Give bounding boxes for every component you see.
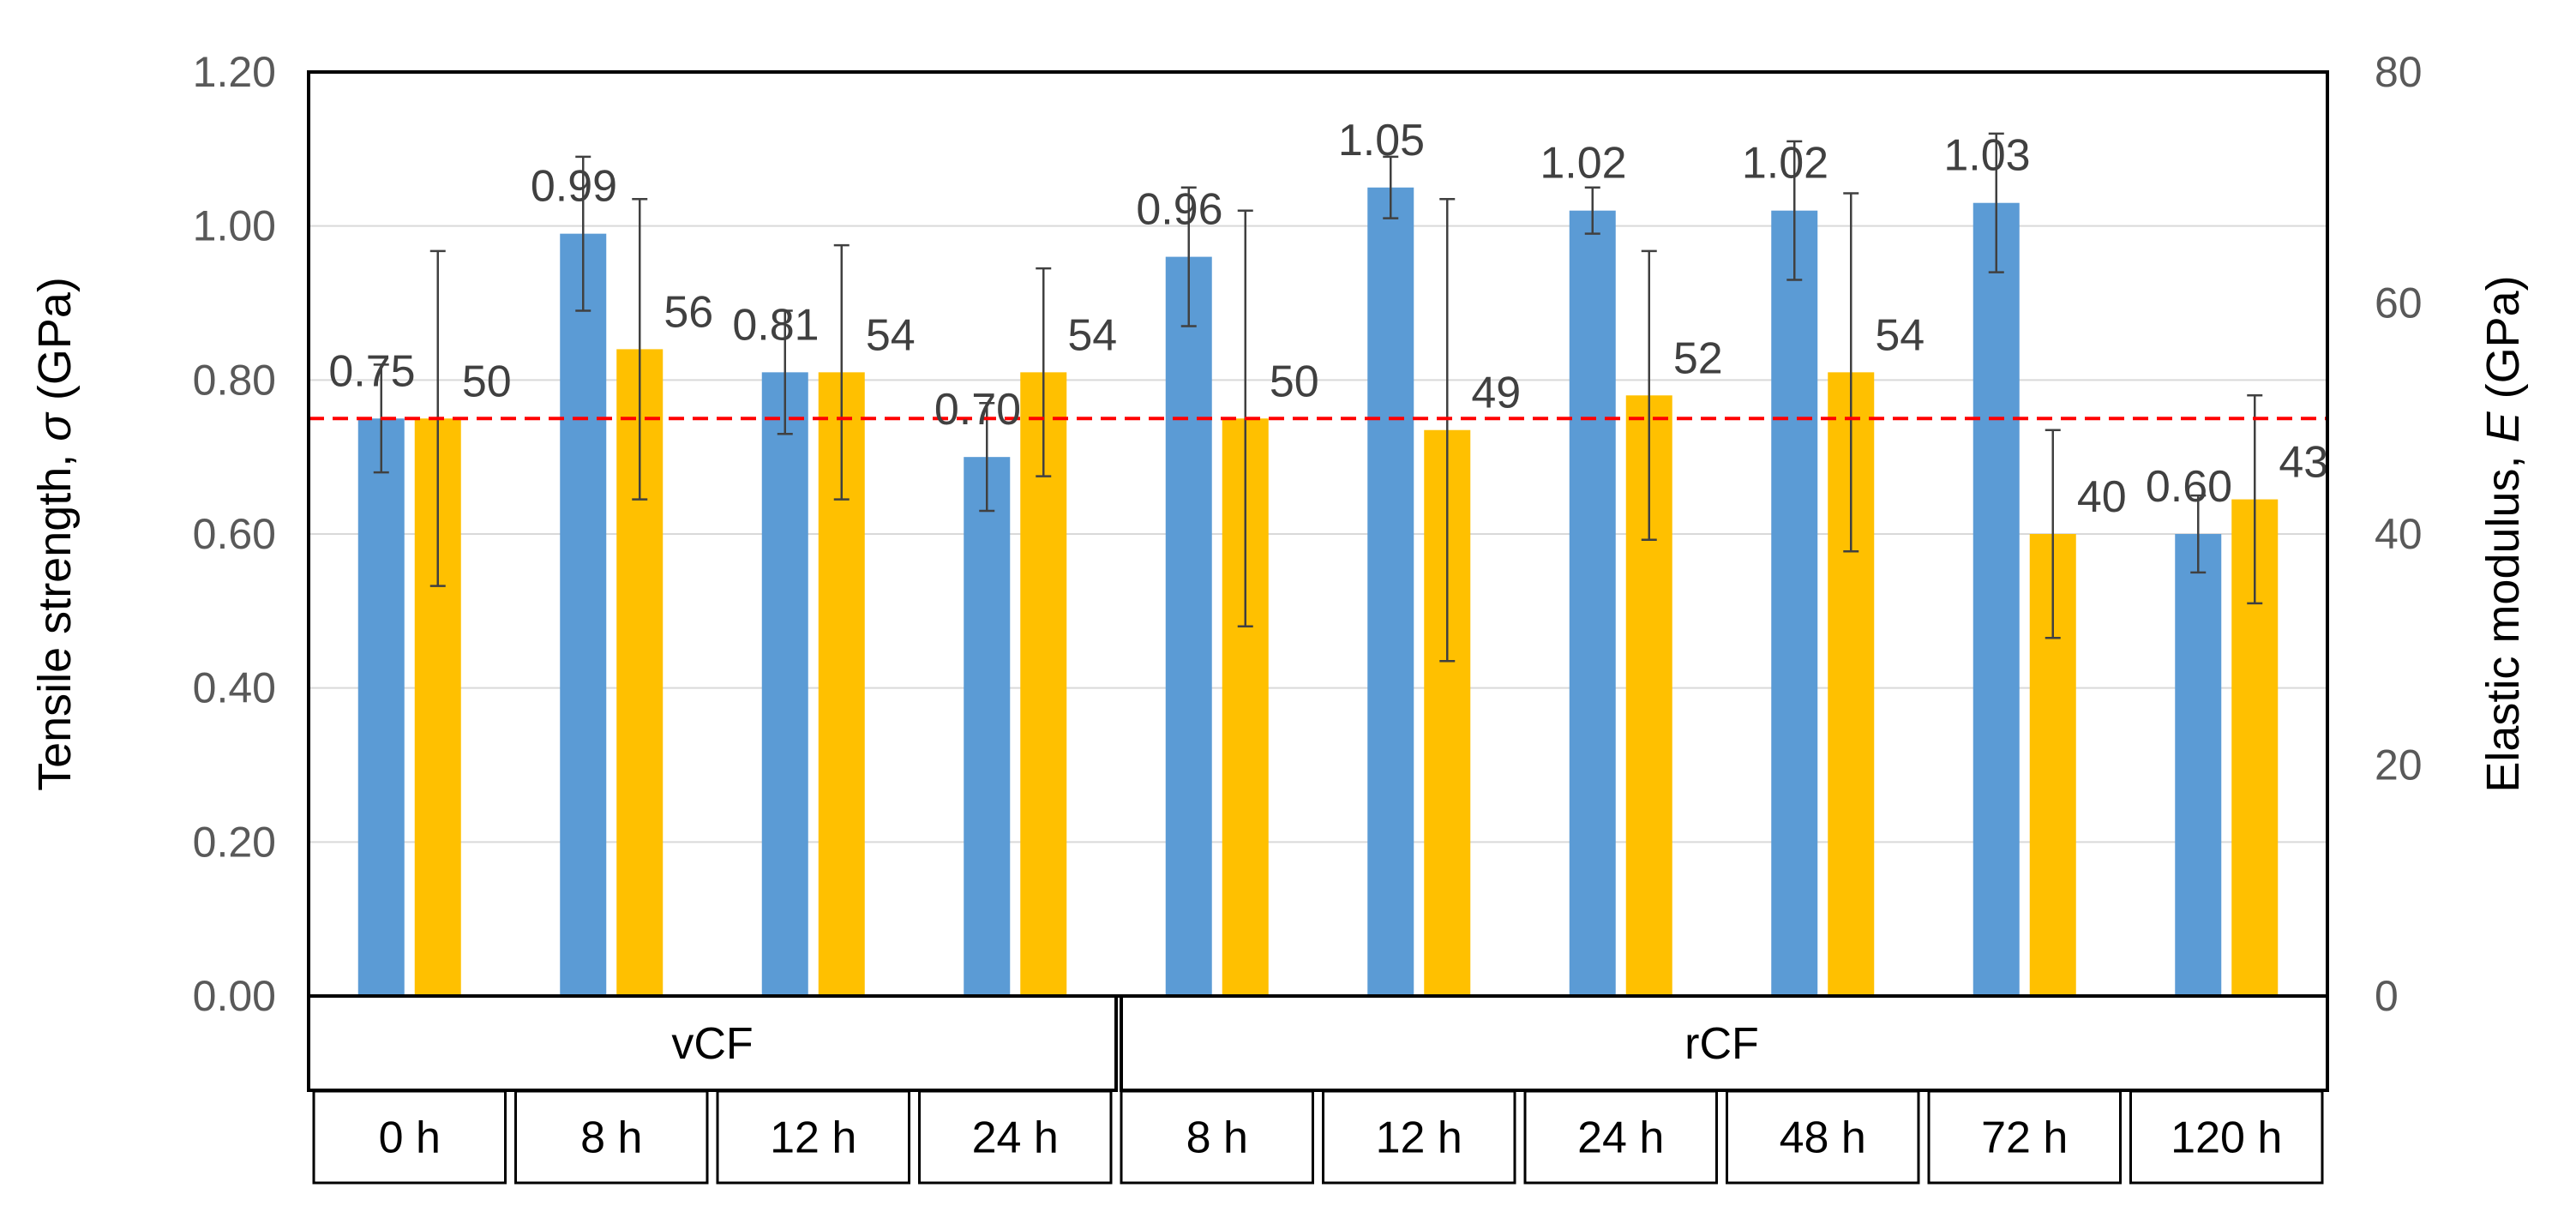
data-label-tensile: 1.02 [1742, 139, 1828, 189]
axis-titles: Tensile strength, σ (GPa) Elastic modulus… [29, 275, 2529, 792]
data-label-tensile: 0.60 [2146, 462, 2232, 512]
category-label: 72 h [1981, 1113, 2068, 1163]
category-label: 24 h [1577, 1113, 1664, 1163]
category-label: 8 h [580, 1113, 642, 1163]
data-label-tensile: 1.05 [1338, 116, 1425, 165]
right-tick-label: 20 [2375, 741, 2423, 789]
category-label: 24 h [972, 1113, 1059, 1163]
right-axis-title: Elastic modulus, E (GPa) [2477, 275, 2529, 792]
data-label-modulus: 54 [1875, 310, 1924, 360]
right-axis-ticks: 0 20 40 60 80 [2375, 48, 2423, 1020]
data-label-tensile: 0.96 [1136, 185, 1222, 235]
bar-tensile-strength [2175, 534, 2222, 996]
category-label: 0 h [379, 1113, 441, 1163]
data-label-modulus: 54 [866, 310, 916, 360]
category-box [1322, 1089, 1516, 1185]
group-label: rCF [1684, 1019, 1759, 1069]
category-box [2129, 1089, 2324, 1185]
group-box [307, 994, 1118, 1092]
left-tick-label: 1.20 [193, 48, 276, 96]
bar-tensile-strength [560, 233, 607, 996]
category-box [1523, 1089, 1718, 1185]
right-tick-label: 80 [2375, 48, 2423, 96]
category-box [716, 1089, 910, 1185]
category-box [514, 1089, 709, 1185]
data-label-tensile: 0.99 [531, 162, 617, 212]
category-label: 12 h [1376, 1113, 1462, 1163]
data-label-modulus: 50 [462, 357, 512, 406]
data-label-modulus: 54 [1067, 310, 1117, 360]
left-tick-label: 0.20 [193, 818, 276, 866]
left-tick-label: 0.60 [193, 510, 276, 558]
category-box [1120, 1089, 1314, 1185]
category-label: 48 h [1780, 1113, 1866, 1163]
bar-tensile-strength [964, 457, 1011, 996]
left-tick-label: 0.00 [193, 972, 276, 1020]
left-tick-label: 0.80 [193, 356, 276, 404]
data-label-tensile: 0.75 [328, 346, 415, 396]
data-label-modulus: 40 [2077, 472, 2127, 522]
category-label: 8 h [1186, 1113, 1248, 1163]
group-box [1120, 994, 2329, 1092]
bar-tensile-strength [1771, 210, 1818, 996]
data-label-tensile: 0.81 [732, 300, 819, 350]
left-axis-ticks: 0.00 0.20 0.40 0.60 0.80 1.00 1.20 [193, 48, 276, 1020]
data-label-tensile: 0.70 [934, 385, 1021, 435]
bar-tensile-strength [1569, 210, 1616, 996]
category-box [1927, 1089, 2122, 1185]
category-box [312, 1089, 507, 1185]
category-box [918, 1089, 1113, 1185]
right-tick-label: 60 [2375, 279, 2423, 327]
data-label-tensile: 1.02 [1540, 139, 1626, 189]
data-labels: 0.75 50 0.99 56 0.81 54 0.70 54 0.96 50 1.05 49 1.02… [328, 116, 2328, 522]
data-label-modulus: 43 [2279, 438, 2328, 488]
right-tick-label: 0 [2375, 972, 2399, 1020]
data-label-modulus: 52 [1673, 333, 1723, 383]
bar-tensile-strength [1165, 256, 1212, 997]
left-tick-label: 0.40 [193, 664, 276, 712]
left-tick-label: 1.00 [193, 202, 276, 250]
category-axis: vCF rCF 0 h 8 h 12 h 24 h 8 h 12 h 24 h 48 h 72 h 1… [307, 994, 2329, 1185]
bar-tensile-strength [357, 418, 405, 996]
category-box [1726, 1089, 1920, 1185]
data-label-modulus: 56 [664, 287, 713, 337]
bar-tensile-strength [1367, 187, 1414, 996]
category-label: 12 h [770, 1113, 856, 1163]
bar-tensile-strength [761, 372, 808, 997]
category-label: 120 h [2171, 1113, 2282, 1163]
right-tick-label: 40 [2375, 510, 2423, 558]
bar-tensile-strength [1973, 202, 2020, 996]
data-label-tensile: 1.03 [1943, 131, 2030, 181]
data-label-modulus: 50 [1270, 357, 1319, 406]
group-label: vCF [671, 1019, 753, 1069]
left-axis-title: Tensile strength, σ (GPa) [29, 277, 81, 791]
data-label-modulus: 49 [1471, 369, 1521, 418]
